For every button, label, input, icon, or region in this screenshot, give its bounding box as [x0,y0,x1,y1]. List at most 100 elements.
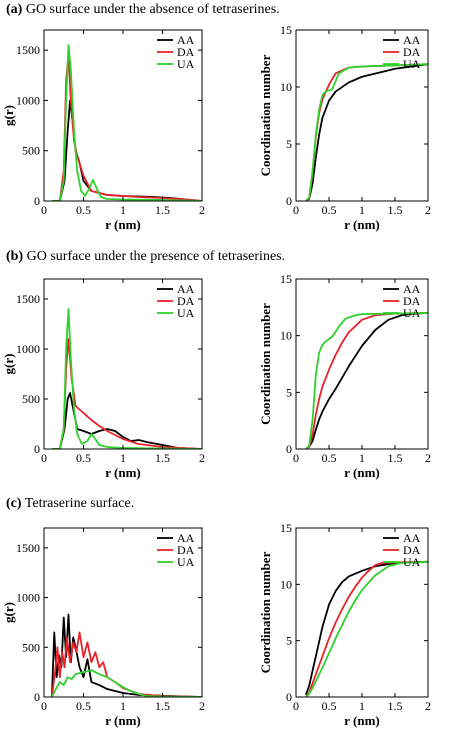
y-tick-label: 500 [22,144,40,158]
x-tick-label: 1.5 [155,451,170,465]
x-axis-label: r (nm) [105,713,141,728]
x-tick-label: 1.5 [155,699,170,713]
y-tick-label: 0 [34,690,40,704]
legend-label-ua: UA [177,57,195,71]
series-line-ua [51,44,202,201]
x-tick-label: 2 [199,203,205,217]
y-tick-label: 0 [34,194,40,208]
y-tick-label: 0 [286,442,292,456]
chart-c-right: 0 0.5 1 1.5 2 0 5 10 15 r (nm) Coordination number… [258,521,431,728]
chart-b-right: 0 0.5 1 1.5 2 0 5 10 15 r (nm) Coordination number… [258,272,431,480]
series-group [51,308,202,449]
legend-label-ua: UA [403,306,421,320]
x-tick-label: 1.5 [155,203,170,217]
series-line-da [51,338,202,449]
x-tick-label: 0 [293,203,299,217]
x-tick-label: 1 [120,451,126,465]
legend-label-aa: AA [403,531,421,545]
section-title-c: (c) Tetraserine surface. [6,496,134,512]
x-tick-label: 2 [199,451,205,465]
section-title-b: (b) GO surface under the presence of tet… [6,249,285,265]
x-axis-label: r (nm) [105,465,141,480]
x-tick-label: 0 [41,203,47,217]
legend-label-ua: UA [177,555,195,569]
y-tick-label: 0 [34,442,40,456]
legend-label-aa: AA [177,531,195,545]
x-axis-label: r (nm) [344,217,380,232]
legend-label-ua: UA [403,57,421,71]
series-line-ua [305,312,428,449]
series-line-aa [305,312,428,449]
y-tick-label: 500 [22,392,40,406]
x-tick-label: 1.5 [388,203,403,217]
x-tick-label: 2 [425,699,431,713]
series-group [305,312,428,449]
legend-label-da: DA [403,45,421,59]
legend-label-da: DA [177,543,195,557]
y-tick-label: 1500 [16,541,40,555]
legend-label-aa: AA [403,282,421,296]
legend-label-aa: AA [403,33,421,47]
y-tick-label: 500 [22,640,40,654]
series-line-da [305,63,428,201]
chart-a-right: 0 0.5 1 1.5 2 0 5 10 15 r (nm) Coordination number… [258,23,431,232]
x-tick-label: 2 [199,699,205,713]
series-line-ua [51,308,202,449]
legend-label-aa: AA [177,33,195,47]
x-tick-label: 0.5 [322,203,337,217]
series-line-aa [51,613,202,697]
series-line-ua [305,560,428,697]
x-tick-label: 1 [359,451,365,465]
x-axis-label: r (nm) [344,465,380,480]
section-title-a: (a) GO surface under the absence of tetr… [6,2,280,18]
x-axis-label: r (nm) [105,217,141,232]
y-tick-label: 10 [280,80,292,94]
y-tick-label: 1000 [16,93,40,107]
section-letter: (b) [6,249,24,264]
x-tick-label: 0 [41,451,47,465]
y-tick-label: 5 [286,385,292,399]
y-tick-label: 1000 [16,342,40,356]
series-group [51,44,202,201]
x-tick-label: 0.5 [76,451,91,465]
y-axis-label: g(r) [1,354,16,375]
x-tick-label: 1 [359,699,365,713]
x-tick-label: 1.5 [388,699,403,713]
series-line-aa [51,99,202,201]
x-tick-label: 0.5 [322,699,337,713]
x-tick-label: 1 [120,203,126,217]
series-line-aa [51,392,202,449]
y-tick-label: 1000 [16,591,40,605]
section-text: GO surface under the absence of tetraser… [25,2,280,17]
y-tick-label: 15 [280,272,292,286]
y-tick-label: 5 [286,137,292,151]
y-tick-label: 1500 [16,292,40,306]
y-tick-label: 15 [280,521,292,535]
x-tick-label: 1 [359,203,365,217]
y-axis-label: Coordination number [258,54,273,176]
y-axis-label: Coordination number [258,551,273,673]
legend-label-da: DA [403,543,421,557]
x-tick-label: 2 [425,203,431,217]
x-tick-label: 0 [293,451,299,465]
y-tick-label: 15 [280,23,292,37]
legend-label-da: DA [177,45,195,59]
legend-label-ua: UA [177,306,195,320]
y-tick-label: 10 [280,577,292,591]
y-tick-label: 10 [280,329,292,343]
y-tick-label: 0 [286,690,292,704]
legend-label-ua: UA [403,555,421,569]
x-axis-label: r (nm) [344,713,380,728]
legend-label-da: DA [177,294,195,308]
section-letter: (a) [6,2,23,17]
x-tick-label: 0 [293,699,299,713]
x-tick-label: 2 [425,451,431,465]
series-group [51,613,202,697]
y-axis-label: g(r) [1,105,16,126]
y-axis-label: g(r) [1,602,16,623]
series-line-aa [305,560,428,696]
series-line-ua [51,669,202,697]
